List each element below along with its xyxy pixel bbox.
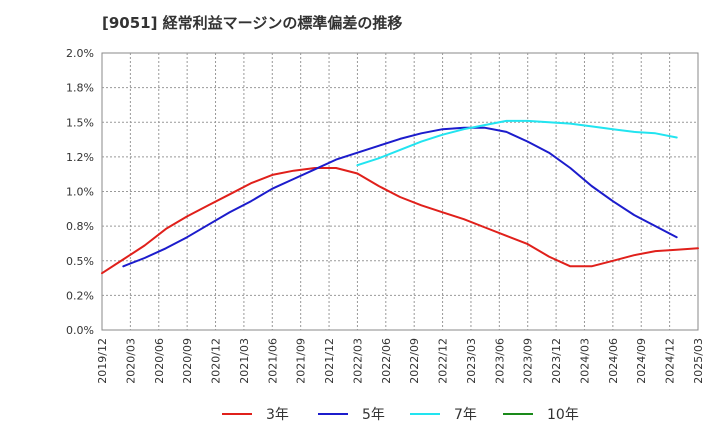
x-tick-label: 2022/09 bbox=[408, 338, 421, 384]
legend-label: 7年 bbox=[454, 407, 477, 423]
x-tick-label: 2022/12 bbox=[437, 338, 450, 384]
y-tick-label: 0.0% bbox=[66, 324, 94, 337]
x-tick-label: 2020/12 bbox=[210, 338, 223, 384]
legend-label: 3年 bbox=[266, 407, 289, 423]
plot-area bbox=[101, 52, 699, 331]
legend-label: 5年 bbox=[362, 407, 385, 423]
series-line bbox=[101, 167, 699, 275]
y-tick-label: 1.0% bbox=[66, 186, 94, 199]
x-tick-label: 2024/06 bbox=[607, 338, 620, 384]
x-tick-label: 2023/06 bbox=[493, 338, 506, 384]
x-tick-label: 2024/09 bbox=[635, 338, 648, 384]
x-tick-label: 2023/09 bbox=[522, 338, 535, 384]
y-tick-label: 1.2% bbox=[66, 151, 94, 164]
x-tick-label: 2021/09 bbox=[295, 338, 308, 384]
chart-title: [9051] 経常利益マージンの標準偏差の推移 bbox=[102, 14, 403, 32]
x-tick-label: 2022/03 bbox=[351, 338, 364, 384]
y-tick-label: 0.2% bbox=[66, 289, 94, 302]
x-tick-label: 2023/12 bbox=[550, 338, 563, 384]
series-line bbox=[122, 126, 678, 268]
x-tick-label: 2022/06 bbox=[380, 338, 393, 384]
x-tick-label: 2024/03 bbox=[578, 338, 591, 384]
x-tick-label: 2020/03 bbox=[124, 338, 137, 384]
y-tick-label: 2.0% bbox=[66, 47, 94, 60]
x-tick-label: 2021/06 bbox=[266, 338, 279, 384]
x-tick-label: 2024/12 bbox=[664, 338, 677, 384]
series-layer bbox=[101, 119, 699, 275]
y-tick-label: 1.5% bbox=[66, 116, 94, 129]
legend-label: 10年 bbox=[547, 407, 579, 423]
x-tick-label: 2019/12 bbox=[96, 338, 109, 384]
y-tick-label: 1.8% bbox=[66, 82, 94, 95]
y-axis: 2.0% 1.8% 1.5% 1.2% 1.0% 0.8% 0.5% 0.2% 0.0% bbox=[66, 47, 94, 337]
x-tick-label: 2021/03 bbox=[238, 338, 251, 384]
x-tick-label: 2021/12 bbox=[323, 338, 336, 384]
y-tick-label: 0.5% bbox=[66, 255, 94, 268]
x-tick-label: 2020/06 bbox=[153, 338, 166, 384]
x-tick-label: 2023/03 bbox=[465, 338, 478, 384]
legend: 3年 5年 7年 10年 bbox=[222, 407, 579, 423]
x-axis: 2019/12 2020/03 2020/06 2020/09 2020/12 2021/… bbox=[96, 338, 705, 384]
x-tick-label: 2025/03 bbox=[692, 338, 705, 384]
x-tick-label: 2020/09 bbox=[181, 338, 194, 384]
series-line bbox=[356, 119, 678, 167]
y-tick-label: 0.8% bbox=[66, 220, 94, 233]
